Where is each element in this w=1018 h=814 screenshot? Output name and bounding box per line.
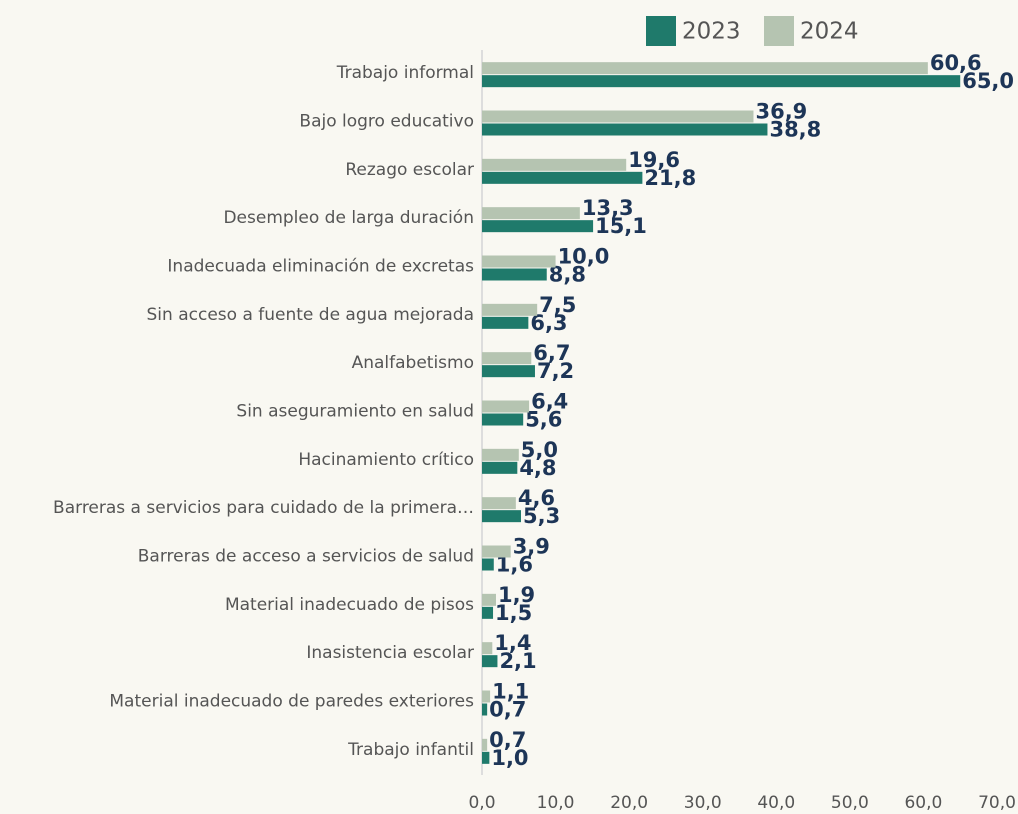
bar xyxy=(482,303,538,316)
data-label: 60,6 xyxy=(930,51,982,75)
bar xyxy=(482,255,556,268)
bar xyxy=(482,365,535,378)
category-label: Desempleo de larga duración xyxy=(223,208,474,228)
bar xyxy=(482,751,490,764)
bar xyxy=(482,606,494,619)
data-label: 38,8 xyxy=(769,118,821,142)
category-label: Sin acceso a fuente de agua mejorada xyxy=(147,305,474,325)
data-label: 1,4 xyxy=(494,631,531,655)
x-tick-label: 10,0 xyxy=(537,793,575,813)
data-label: 3,9 xyxy=(513,535,550,559)
legend-label: 2023 xyxy=(682,19,741,45)
data-label: 7,5 xyxy=(539,293,576,317)
category-label: Hacinamiento crítico xyxy=(298,450,474,470)
data-label: 36,9 xyxy=(755,100,807,124)
bar xyxy=(482,690,491,703)
data-label: 1,5 xyxy=(495,601,532,625)
category-label: Barreras de acceso a servicios de salud xyxy=(138,547,474,567)
category-label: Inasistencia escolar xyxy=(306,643,474,663)
data-label: 15,1 xyxy=(595,214,647,238)
bar xyxy=(482,703,488,716)
x-tick-label: 50,0 xyxy=(831,793,869,813)
legend-swatch xyxy=(764,16,794,46)
legend-swatch xyxy=(646,16,676,46)
category-label: Inadecuada eliminación de excretas xyxy=(167,257,474,277)
data-label: 13,3 xyxy=(582,196,634,220)
category-label: Rezago escolar xyxy=(345,160,474,180)
category-label: Trabajo infantil xyxy=(347,740,474,760)
data-label: 0,7 xyxy=(489,728,526,752)
bar xyxy=(482,655,498,668)
x-tick-label: 60,0 xyxy=(904,793,942,813)
bar xyxy=(482,75,961,88)
bar xyxy=(482,413,524,426)
bar xyxy=(482,207,580,220)
bar xyxy=(482,110,754,123)
x-tick-label: 0,0 xyxy=(468,793,495,813)
data-label: 6,4 xyxy=(531,390,568,414)
x-tick-label: 40,0 xyxy=(757,793,795,813)
bar xyxy=(482,497,516,510)
data-label: 10,0 xyxy=(558,245,610,269)
legend-label: 2024 xyxy=(800,19,859,45)
data-label: 5,0 xyxy=(521,438,558,462)
bar xyxy=(482,352,532,365)
data-label: 7,2 xyxy=(537,359,574,383)
data-label: 5,6 xyxy=(525,408,562,432)
bar xyxy=(482,316,529,329)
bar xyxy=(482,510,521,523)
data-label: 21,8 xyxy=(644,166,696,190)
category-label: Trabajo informal xyxy=(336,63,474,83)
category-label: Bajo logro educativo xyxy=(299,112,474,132)
data-label: 19,6 xyxy=(628,148,680,172)
x-tick-label: 20,0 xyxy=(610,793,648,813)
bar xyxy=(482,62,928,75)
x-tick-label: 30,0 xyxy=(684,793,722,813)
category-label: Barreras a servicios para cuidado de la … xyxy=(53,498,474,518)
data-label: 1,9 xyxy=(498,583,535,607)
category-label: Material inadecuado de pisos xyxy=(225,595,474,615)
x-tick-label: 70,0 xyxy=(978,793,1016,813)
bar xyxy=(482,461,518,474)
data-label: 4,8 xyxy=(519,456,556,480)
data-label: 65,0 xyxy=(962,69,1014,93)
data-label: 1,0 xyxy=(491,746,528,770)
bar xyxy=(482,171,643,184)
bar xyxy=(482,448,519,461)
data-label: 6,7 xyxy=(533,341,570,365)
bar xyxy=(482,545,511,558)
bar xyxy=(482,738,488,751)
bar xyxy=(482,593,496,606)
bar xyxy=(482,220,594,233)
bar xyxy=(482,268,547,281)
data-label: 2,1 xyxy=(499,649,536,673)
data-label: 1,1 xyxy=(492,680,529,704)
data-label: 4,6 xyxy=(518,486,555,510)
category-label: Material inadecuado de paredes exteriore… xyxy=(109,692,474,712)
data-label: 5,3 xyxy=(523,504,560,528)
bar xyxy=(482,123,768,136)
bar xyxy=(482,400,530,413)
bar xyxy=(482,158,627,171)
data-label: 0,7 xyxy=(489,698,526,722)
bar xyxy=(482,558,494,571)
bar xyxy=(482,642,493,655)
category-label: Sin aseguramiento en salud xyxy=(236,402,474,422)
category-label: Analfabetismo xyxy=(352,353,474,373)
